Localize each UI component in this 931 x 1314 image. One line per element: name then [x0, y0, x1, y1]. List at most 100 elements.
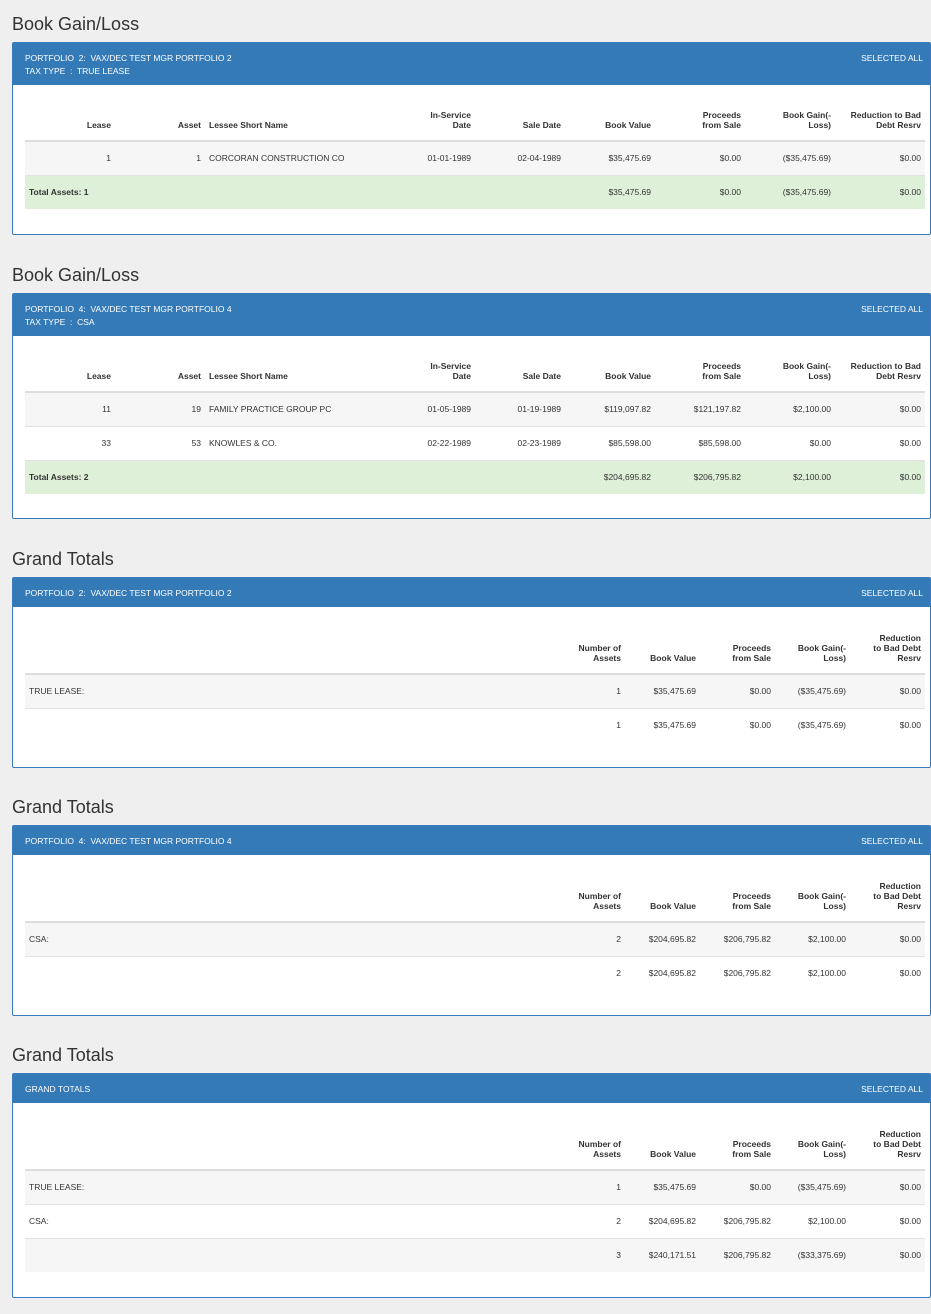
lessee-cell: CORCORAN CONSTRUCTION CO	[205, 140, 405, 175]
reduction-cell: $0.00	[850, 707, 925, 742]
count-cell: 2	[550, 1203, 625, 1238]
section-title: Book Gain/Loss	[12, 14, 140, 34]
proceeds-cell: $0.00	[700, 707, 775, 742]
book-value-cell: $35,475.69	[625, 1169, 700, 1204]
col-sale-date: Sale Date	[475, 348, 565, 393]
report-panel: GRAND TOTALS SELECTED ALL Number of Asse…	[12, 1073, 931, 1298]
panel-header: PORTFOLIO 4: VAX/DEC TEST MGR PORTFOLIO …	[13, 826, 930, 855]
book-value-cell: $35,475.69	[625, 707, 700, 742]
col-in-service-date: In-Service Date	[405, 348, 475, 393]
gain-cell: $2,100.00	[775, 921, 850, 956]
table-row: 33 53 KNOWLES & CO. 02-22-1989 02-23-198…	[25, 425, 925, 460]
col-reduction: Reduction to Bad Debt Resrv	[835, 97, 925, 142]
table-row: TRUE LEASE: 1 $35,475.69 $0.00 ($35,475.…	[25, 673, 925, 708]
table-row: CSA: 2 $204,695.82 $206,795.82 $2,100.00…	[25, 921, 925, 956]
selected-all-label: SELECTED ALL	[861, 1084, 923, 1094]
col-reduction: Reduction to Bad Debt Resrv	[850, 867, 925, 923]
selected-all-label: SELECTED ALL	[861, 304, 923, 314]
report-panel: PORTFOLIO 2: VAX/DEC TEST MGR PORTFOLIO …	[12, 577, 931, 768]
total-gain: ($35,475.69)	[745, 174, 835, 209]
asset-cell: 19	[115, 391, 205, 426]
book-value-cell: $204,695.82	[625, 921, 700, 956]
panel-header: GRAND TOTALS SELECTED ALL	[13, 1074, 930, 1103]
panel-header: PORTFOLIO 4: VAX/DEC TEST MGR PORTFOLIO …	[13, 294, 930, 336]
grand-totals-label: GRAND TOTALS	[25, 1084, 91, 1094]
col-book-value: Book Value	[625, 1115, 700, 1171]
col-type	[25, 1115, 550, 1171]
panel-header: PORTFOLIO 2: VAX/DEC TEST MGR PORTFOLIO …	[13, 43, 930, 85]
tax-type-label: TAX TYPE : TRUE LEASE	[25, 66, 130, 76]
type-cell: CSA:	[25, 1203, 550, 1238]
book-gain-loss-table: Lease Asset Lessee Short Name In-Service…	[25, 97, 925, 209]
type-cell	[25, 707, 550, 742]
book-value-cell: $204,695.82	[625, 1203, 700, 1238]
col-asset: Asset	[115, 348, 205, 393]
gain-cell: $0.00	[745, 425, 835, 460]
table-row: 2 $204,695.82 $206,795.82 $2,100.00 $0.0…	[25, 955, 925, 990]
col-reduction: Reduction to Bad Debt Resrv	[850, 1115, 925, 1171]
type-cell	[25, 1237, 550, 1272]
col-number-of-assets: Number of Assets	[550, 1115, 625, 1171]
col-number-of-assets: Number of Assets	[550, 867, 625, 923]
col-reduction: Reduction to Bad Debt Resrv	[835, 348, 925, 393]
selected-all-label: SELECTED ALL	[861, 53, 923, 63]
portfolio-label: PORTFOLIO 4: VAX/DEC TEST MGR PORTFOLIO …	[25, 304, 232, 314]
reduction-cell: $0.00	[835, 425, 925, 460]
type-cell: CSA:	[25, 921, 550, 956]
col-lessee: Lessee Short Name	[205, 348, 405, 393]
col-type	[25, 867, 550, 923]
lessee-cell: FAMILY PRACTICE GROUP PC	[205, 391, 405, 426]
section-title: Book Gain/Loss	[12, 265, 140, 285]
col-book-value: Book Value	[625, 619, 700, 675]
proceeds-cell: $206,795.82	[700, 921, 775, 956]
portfolio-label: PORTFOLIO 4: VAX/DEC TEST MGR PORTFOLIO …	[25, 836, 232, 846]
lease-cell: 33	[25, 425, 115, 460]
proceeds-cell: $85,598.00	[655, 425, 745, 460]
sale-date-cell: 02-04-1989	[475, 140, 565, 175]
col-sale-date: Sale Date	[475, 97, 565, 142]
col-number-of-assets: Number of Assets	[550, 619, 625, 675]
table-row: CSA: 2 $204,695.82 $206,795.82 $2,100.00…	[25, 1203, 925, 1238]
gain-cell: $2,100.00	[775, 955, 850, 990]
portfolio-label: PORTFOLIO 2: VAX/DEC TEST MGR PORTFOLIO …	[25, 53, 232, 63]
count-cell: 2	[550, 921, 625, 956]
total-label: Total Assets: 2	[25, 459, 565, 494]
table-row: 1 $35,475.69 $0.00 ($35,475.69) $0.00	[25, 707, 925, 742]
col-book-gain: Book Gain(-Loss)	[775, 619, 850, 675]
col-proceeds: Proceeds from Sale	[655, 97, 745, 142]
col-book-gain: Book Gain(-Loss)	[775, 867, 850, 923]
tax-type-label: TAX TYPE : CSA	[25, 317, 95, 327]
col-reduction: Reduction to Bad Debt Resrv	[850, 619, 925, 675]
book-value-cell: $35,475.69	[625, 673, 700, 708]
sale-date-cell: 01-19-1989	[475, 391, 565, 426]
col-asset: Asset	[115, 97, 205, 142]
reduction-cell: $0.00	[835, 140, 925, 175]
col-type	[25, 619, 550, 675]
proceeds-cell: $206,795.82	[700, 1203, 775, 1238]
table-row: TRUE LEASE: 1 $35,475.69 $0.00 ($35,475.…	[25, 1169, 925, 1204]
book-value-cell: $204,695.82	[625, 955, 700, 990]
count-cell: 1	[550, 673, 625, 708]
total-book-value: $204,695.82	[565, 459, 655, 494]
lease-cell: 11	[25, 391, 115, 426]
book-value-cell: $35,475.69	[565, 140, 655, 175]
total-row: Total Assets: 2 $204,695.82 $206,795.82 …	[25, 459, 925, 494]
proceeds-cell: $206,795.82	[700, 955, 775, 990]
asset-cell: 53	[115, 425, 205, 460]
col-proceeds: Proceeds from Sale	[700, 867, 775, 923]
reduction-cell: $0.00	[850, 1203, 925, 1238]
col-book-value: Book Value	[565, 97, 655, 142]
lessee-cell: KNOWLES & CO.	[205, 425, 405, 460]
proceeds-cell: $121,197.82	[655, 391, 745, 426]
gain-cell: ($35,475.69)	[775, 1169, 850, 1204]
lease-cell: 1	[25, 140, 115, 175]
col-lease: Lease	[25, 348, 115, 393]
col-book-gain: Book Gain(-Loss)	[745, 348, 835, 393]
col-book-value: Book Value	[565, 348, 655, 393]
in-service-cell: 02-22-1989	[405, 425, 475, 460]
count-cell: 1	[550, 707, 625, 742]
report-panel: PORTFOLIO 2: VAX/DEC TEST MGR PORTFOLIO …	[12, 42, 931, 235]
book-gain-loss-table: Lease Asset Lessee Short Name In-Service…	[25, 348, 925, 494]
type-cell	[25, 955, 550, 990]
reduction-cell: $0.00	[850, 921, 925, 956]
